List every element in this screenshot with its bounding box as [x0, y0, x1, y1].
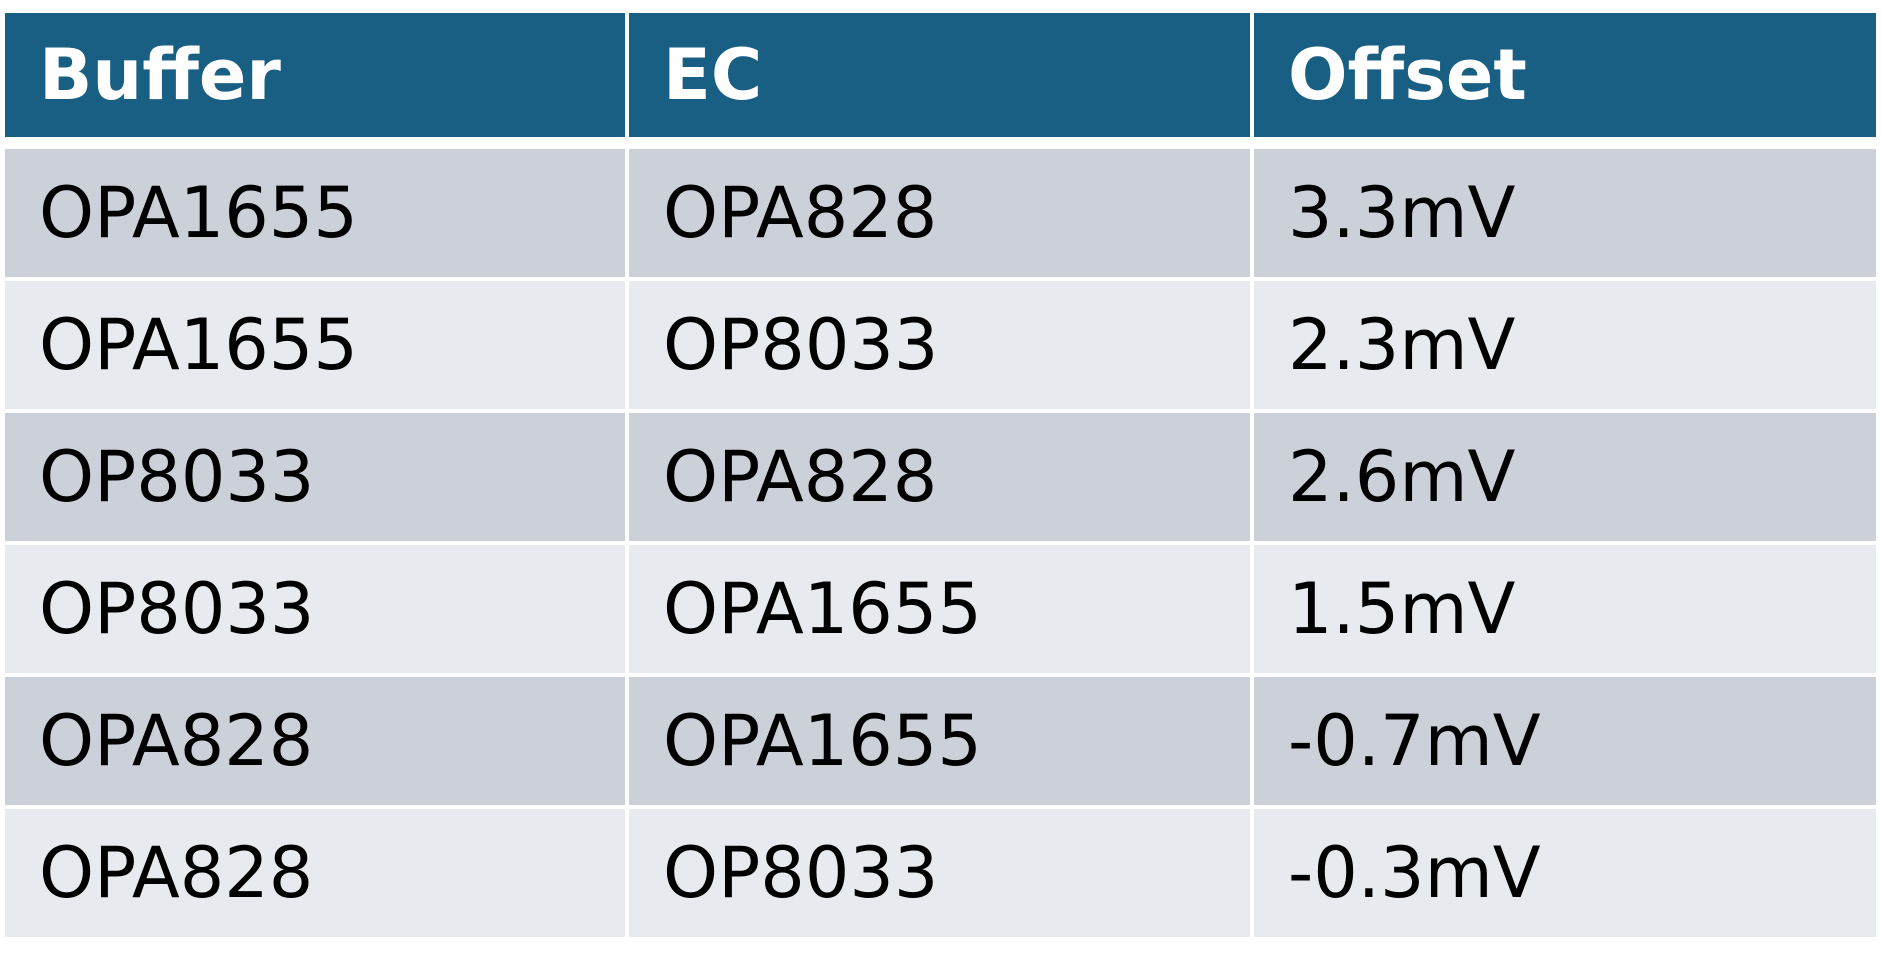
table-row: OP8033 OPA828 2.6mV	[5, 411, 1876, 545]
offset-table: Buffer EC Offset OPA1655 OPA828 3.3mV OP…	[5, 13, 1876, 937]
table-header: Buffer EC Offset	[5, 13, 1876, 149]
header-buffer: Buffer	[5, 13, 629, 149]
cell-ec: OPA828	[625, 411, 1254, 545]
header-offset: Offset	[1250, 13, 1876, 149]
offset-table-container: Buffer EC Offset OPA1655 OPA828 3.3mV OP…	[5, 13, 1876, 937]
cell-ec: OPA828	[625, 143, 1254, 281]
cell-buffer: OPA1655	[5, 143, 629, 281]
cell-buffer: OPA828	[5, 807, 629, 937]
cell-offset: -0.7mV	[1250, 675, 1876, 809]
cell-offset: 2.3mV	[1250, 279, 1876, 413]
cell-ec: OP8033	[625, 279, 1254, 413]
cell-offset: -0.3mV	[1250, 807, 1876, 937]
table-row: OPA1655 OP8033 2.3mV	[5, 279, 1876, 413]
cell-buffer: OPA828	[5, 675, 629, 809]
cell-offset: 1.5mV	[1250, 543, 1876, 677]
cell-ec: OPA1655	[625, 543, 1254, 677]
cell-buffer: OP8033	[5, 543, 629, 677]
cell-offset: 3.3mV	[1250, 143, 1876, 281]
header-ec: EC	[625, 13, 1254, 149]
table-body: OPA1655 OPA828 3.3mV OPA1655 OP8033 2.3m…	[5, 143, 1876, 937]
table-row: OP8033 OPA1655 1.5mV	[5, 543, 1876, 677]
header-row: Buffer EC Offset	[5, 13, 1876, 149]
cell-ec: OPA1655	[625, 675, 1254, 809]
cell-buffer: OP8033	[5, 411, 629, 545]
table-row: OPA828 OP8033 -0.3mV	[5, 807, 1876, 937]
cell-offset: 2.6mV	[1250, 411, 1876, 545]
cell-buffer: OPA1655	[5, 279, 629, 413]
cell-ec: OP8033	[625, 807, 1254, 937]
table-row: OPA828 OPA1655 -0.7mV	[5, 675, 1876, 809]
table-row: OPA1655 OPA828 3.3mV	[5, 143, 1876, 281]
